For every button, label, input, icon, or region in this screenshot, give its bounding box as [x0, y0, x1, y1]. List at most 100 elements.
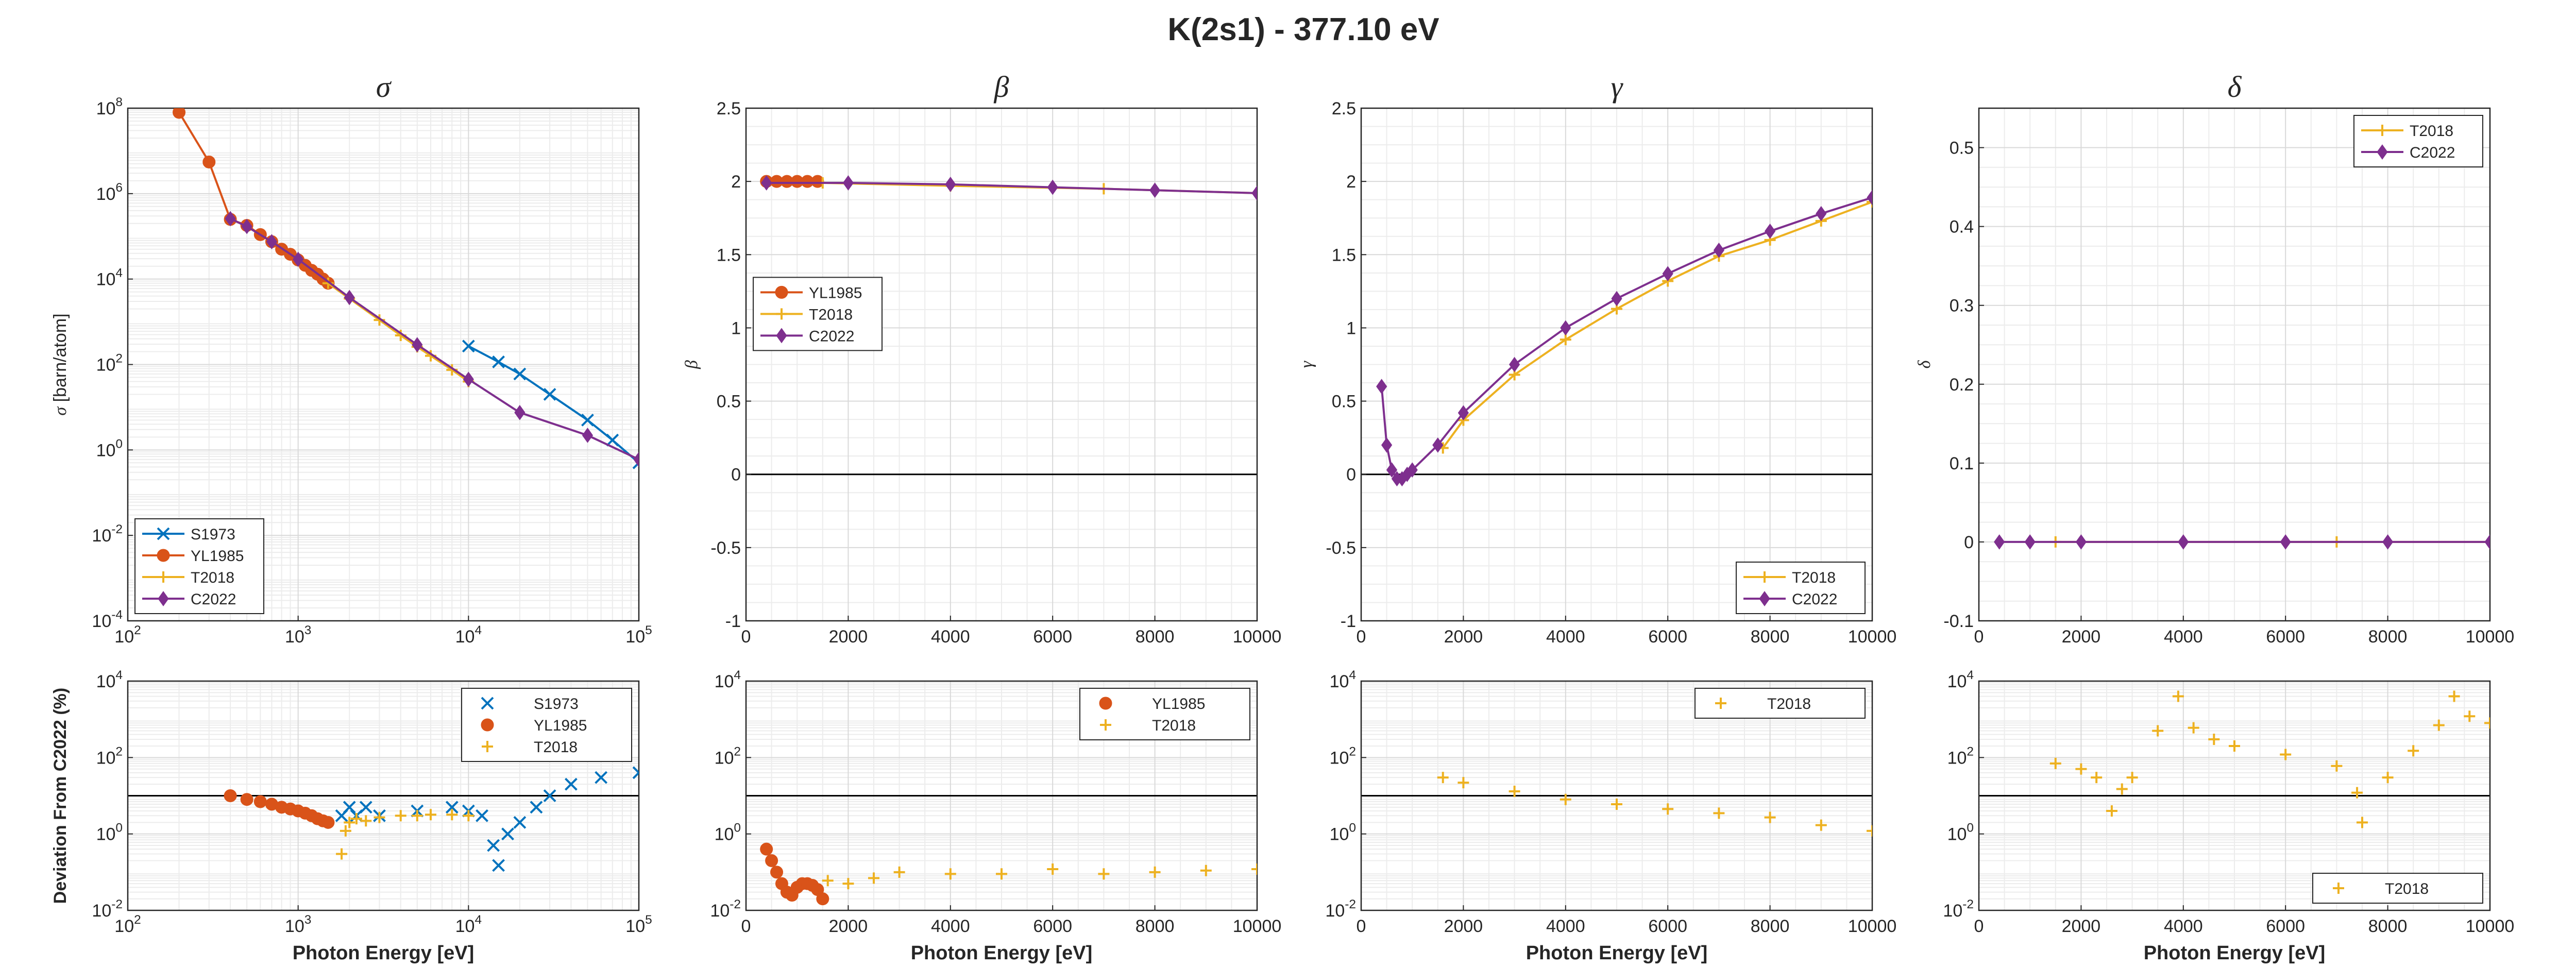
legend-delta: T2018 C2022: [2353, 115, 2483, 167]
data-point: [606, 433, 619, 447]
axes-frame: [1978, 680, 2491, 911]
data-point: [1867, 190, 1872, 206]
x-tick-label: 103: [285, 913, 311, 936]
legend-marker: [482, 741, 493, 752]
x-tick-label: 10000: [2466, 627, 2515, 647]
data-point: [2433, 719, 2445, 731]
x-tick-label: 4000: [931, 917, 970, 936]
data-point: [1764, 223, 1776, 239]
data-point: [1200, 865, 1212, 876]
data-point: [770, 866, 784, 879]
data-point: [513, 816, 527, 829]
data-point: [2188, 722, 2199, 734]
panel-title: γ: [1611, 70, 1624, 104]
plot-area-dev_sigma: [224, 766, 639, 872]
data-point: [1149, 182, 1161, 198]
series-YL1985: [224, 789, 335, 829]
data-point: [266, 234, 278, 249]
legend-dev_delta: T2018: [2312, 873, 2483, 904]
data-point: [1437, 772, 1449, 784]
data-point: [1149, 866, 1161, 878]
data-point: [412, 337, 423, 353]
x-tick-label: 4000: [2164, 627, 2203, 647]
plot-area-dev_delta: [2049, 690, 2490, 828]
legend-box: [1079, 688, 1250, 740]
y-tick-label: 0.2: [1950, 375, 1974, 395]
data-point: [1251, 863, 1257, 875]
legend-label: T2018: [2410, 123, 2453, 140]
x-tick-label: 4000: [1546, 917, 1585, 936]
x-tick-label: 2000: [2062, 627, 2101, 647]
data-point: [253, 795, 267, 808]
legend-marker: [1759, 571, 1770, 583]
data-point: [543, 789, 556, 802]
data-point: [811, 175, 824, 188]
series-C2022: [1376, 190, 1872, 487]
panel-dev_delta: 0 2000 4000 6000 8000 1000010-2100102104Photo…: [1943, 668, 2514, 964]
legend-label: T2018: [2385, 880, 2429, 897]
x-tick-label: 8000: [1751, 917, 1790, 936]
legend-marker: [2377, 144, 2388, 160]
series-line: [766, 181, 1257, 194]
data-point: [1509, 786, 1520, 798]
legend-label: T2018: [1152, 717, 1196, 734]
x-tick-label: 2000: [829, 627, 868, 647]
data-point: [633, 451, 639, 467]
figure-title: K(2s1) - 377.10 eV: [1167, 12, 1439, 47]
data-point: [543, 388, 556, 401]
data-point: [336, 848, 348, 860]
data-point: [487, 839, 500, 852]
legend-box: [2353, 115, 2483, 167]
data-point: [2280, 749, 2292, 760]
legend-label: S1973: [191, 526, 235, 543]
y-axis-label: β: [682, 360, 701, 369]
axes-frame: [745, 107, 1258, 622]
series-T2018: [822, 863, 1257, 890]
y-axis-label: Deviation From C2022 (%): [50, 688, 70, 904]
x-tick-label: 0: [1974, 917, 1984, 936]
y-tick-label: 10-4: [92, 608, 123, 631]
data-point: [2178, 534, 2189, 550]
grid-gamma: [1361, 108, 1873, 621]
legend-dev_gamma: T2018: [1694, 688, 1866, 719]
data-point: [1047, 179, 1058, 195]
legend-marker: [1715, 698, 1726, 709]
y-axis-label: δ: [1915, 360, 1934, 368]
grid-dev_beta: [745, 681, 1258, 911]
data-point: [1611, 291, 1622, 307]
data-point: [224, 789, 237, 802]
legend-beta: YL1985 T2018 C2022: [753, 277, 883, 351]
series-T2018: [336, 809, 474, 860]
data-point: [463, 371, 474, 387]
series-C2022: [225, 211, 639, 467]
data-point: [1047, 863, 1059, 875]
data-point: [2357, 817, 2368, 828]
data-point: [344, 290, 355, 306]
data-point: [1611, 798, 1622, 810]
y-axis-label: σ [barn/atom]: [50, 313, 70, 415]
data-point: [582, 428, 594, 443]
data-point: [1816, 206, 1827, 222]
data-point: [945, 176, 956, 192]
legend-marker: [776, 328, 787, 344]
data-point: [1662, 803, 1674, 815]
data-point: [513, 367, 527, 381]
data-point: [1994, 534, 2005, 550]
data-point: [944, 868, 956, 880]
data-point: [1764, 811, 1776, 823]
data-point: [842, 175, 854, 191]
series-T2018: [1437, 772, 1872, 837]
y-tick-label: 2.5: [717, 99, 741, 118]
x-axis-label: Photon Energy [eV]: [2144, 942, 2326, 964]
plot-area-dev_beta: [760, 842, 1257, 906]
legend-marker: [157, 527, 170, 540]
data-point: [1662, 266, 1673, 282]
legend-label: C2022: [2410, 144, 2455, 161]
data-point: [996, 868, 1007, 880]
x-tick-label: 6000: [1648, 627, 1687, 647]
data-point: [1251, 185, 1257, 201]
